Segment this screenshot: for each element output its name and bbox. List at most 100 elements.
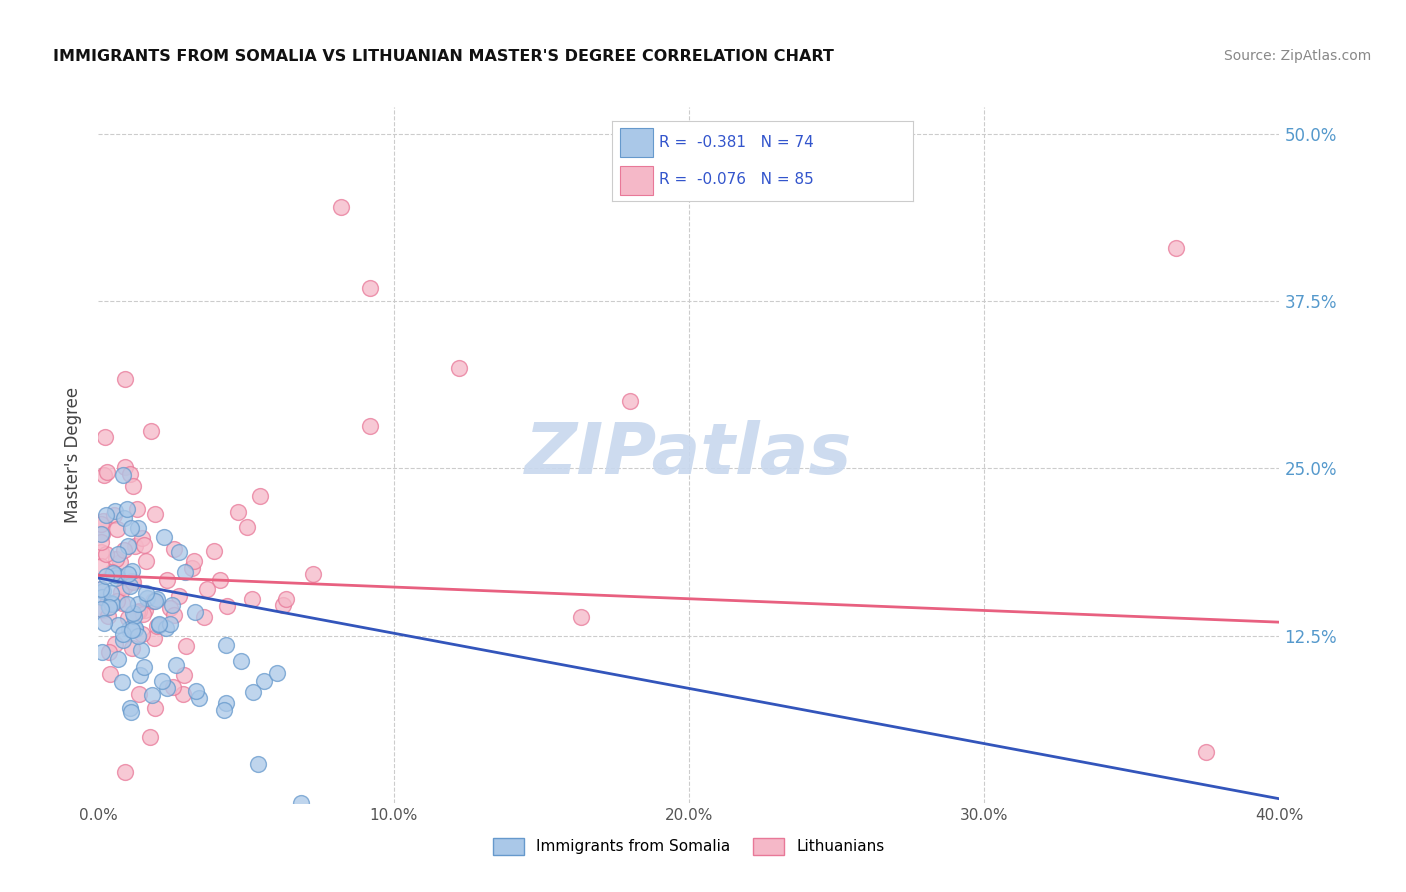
Point <box>91 603 114 617</box>
Point <box>156 573 179 587</box>
Point <box>173 668 195 682</box>
Point <box>117 567 139 582</box>
Point <box>125 501 148 516</box>
Point <box>569 609 592 624</box>
Point <box>97 608 120 623</box>
Point <box>202 543 225 558</box>
Point <box>146 592 169 607</box>
Point <box>183 554 205 568</box>
Point <box>359 281 381 295</box>
Point <box>134 603 156 617</box>
Point <box>142 593 165 607</box>
Point <box>121 574 143 589</box>
Point <box>229 654 252 668</box>
Point <box>143 631 166 645</box>
Point <box>215 696 238 710</box>
Point <box>127 629 149 643</box>
Point <box>94 508 117 523</box>
Point <box>155 621 177 635</box>
Point <box>301 566 323 581</box>
Point <box>117 611 139 625</box>
Point <box>91 590 114 604</box>
Text: ZIPatlas: ZIPatlas <box>526 420 852 490</box>
Point <box>94 547 117 561</box>
Point <box>111 627 134 641</box>
Point <box>90 516 112 531</box>
Point <box>159 600 181 615</box>
Text: IMMIGRANTS FROM SOMALIA VS LITHUANIAN MASTER'S DEGREE CORRELATION CHART: IMMIGRANTS FROM SOMALIA VS LITHUANIAN MA… <box>53 49 834 64</box>
Point <box>90 601 112 615</box>
Point <box>120 467 142 482</box>
Point <box>153 530 176 544</box>
Point <box>187 691 209 706</box>
Point <box>114 579 136 593</box>
Point <box>127 597 149 611</box>
Point <box>195 582 218 596</box>
Point <box>110 596 132 610</box>
Point <box>138 730 160 744</box>
Point <box>104 504 127 518</box>
Point <box>121 478 143 492</box>
Point <box>103 508 125 523</box>
Point <box>290 796 312 810</box>
Point <box>101 565 124 579</box>
Point <box>136 591 159 606</box>
Point <box>111 467 134 482</box>
Point <box>91 584 114 599</box>
Point <box>90 527 112 541</box>
Point <box>110 675 132 690</box>
Point <box>124 608 146 623</box>
Point <box>163 608 186 623</box>
Point <box>128 604 150 618</box>
Point <box>121 623 143 637</box>
Point <box>96 465 118 479</box>
Point <box>128 667 150 681</box>
Point <box>174 565 197 579</box>
Point <box>122 607 145 621</box>
Point <box>91 514 114 528</box>
Point <box>120 579 142 593</box>
Point <box>104 637 127 651</box>
Point <box>125 605 148 619</box>
Point <box>242 685 264 699</box>
Point <box>135 586 157 600</box>
Point <box>184 605 207 619</box>
Point <box>167 545 190 559</box>
Point <box>150 674 173 689</box>
Point <box>90 534 112 549</box>
Point <box>246 756 269 771</box>
Point <box>121 574 143 588</box>
Point <box>208 574 231 588</box>
Point <box>100 585 122 599</box>
Point <box>93 615 115 630</box>
Point <box>1195 745 1218 759</box>
Point <box>121 641 143 656</box>
Point <box>143 594 166 608</box>
Point <box>98 599 121 614</box>
Point <box>93 468 115 483</box>
Point <box>93 430 115 444</box>
Point <box>619 394 641 409</box>
Point <box>121 565 143 579</box>
Point <box>90 582 112 596</box>
Point <box>240 591 263 606</box>
Point <box>121 705 143 719</box>
Point <box>148 618 170 632</box>
Point <box>447 361 470 376</box>
Point <box>108 555 131 569</box>
Point <box>120 701 142 715</box>
Point <box>271 598 294 612</box>
Point <box>145 701 167 715</box>
Point <box>131 626 153 640</box>
Point <box>163 541 186 556</box>
Point <box>91 644 114 658</box>
Point <box>90 582 112 596</box>
Point <box>107 651 129 665</box>
Point <box>131 531 153 545</box>
Point <box>253 674 276 689</box>
Point <box>115 597 138 611</box>
Point <box>249 489 271 503</box>
Point <box>174 639 197 653</box>
Point <box>124 621 146 635</box>
Point <box>132 539 155 553</box>
